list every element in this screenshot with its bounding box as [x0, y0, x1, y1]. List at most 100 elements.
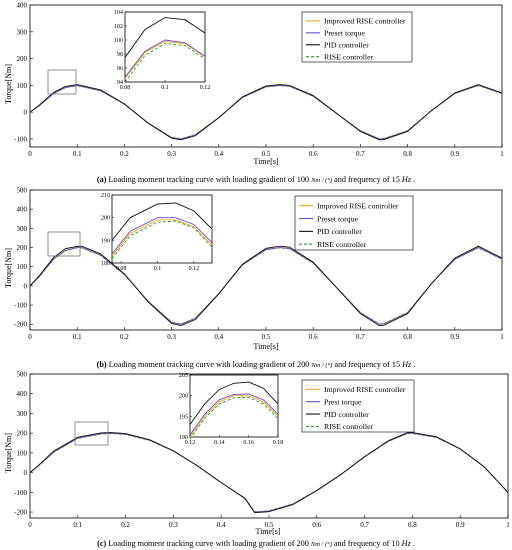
y-tick-label: 0	[24, 109, 28, 117]
inset-series-line	[124, 40, 206, 79]
y-tick-label: -100	[14, 302, 27, 310]
caption-label: (c)	[97, 539, 106, 548]
legend-label: PID controller	[324, 41, 369, 50]
x-tick-label: 0.7	[356, 150, 365, 158]
inset-frame	[124, 11, 206, 83]
inset-y-tick-label: 98	[117, 52, 123, 58]
x-tick-label: 0.9	[456, 521, 465, 529]
plot-frame	[29, 189, 503, 331]
inset-series-line	[124, 17, 206, 58]
legend-label: Prest torque	[324, 397, 362, 406]
y-tick-label: 200	[17, 244, 28, 252]
legend-label: Preset torque	[317, 214, 358, 223]
caption-end: .	[413, 539, 415, 548]
x-tick-label: 0.6	[309, 150, 318, 158]
zoom-box	[47, 231, 81, 257]
legend: Improved RISE controller Preset torque PID…	[294, 195, 414, 251]
caption-unit: Nm / (°)	[310, 177, 332, 184]
series-line	[29, 84, 503, 141]
caption-text: Loading moment tracking curve with loadi…	[109, 360, 310, 369]
inset-series-line	[189, 393, 279, 436]
series-layer	[29, 245, 503, 327]
y-tick-label: -100	[14, 135, 27, 143]
inset-x-tick-label: 0.1	[161, 85, 169, 91]
inset-y-tick-label: 190	[179, 435, 188, 441]
inset-y-tick-label: 102	[114, 24, 123, 30]
caption-b: (b) Loading moment tracking curve with l…	[97, 360, 416, 369]
y-tick-label: 100	[17, 449, 28, 457]
x-tick-label: 0.2	[121, 521, 130, 529]
inset-y-tick-label: 94	[117, 80, 123, 86]
caption-end: .	[413, 360, 415, 369]
y-tick-label: 300	[17, 410, 28, 418]
y-tick-label: 300	[17, 28, 28, 36]
x-tick-label: 0.4	[217, 521, 226, 529]
y-tick-label: -200	[14, 321, 27, 329]
legend-label: PID controller	[324, 410, 369, 419]
series-line	[29, 247, 503, 325]
inset-x-tick-label: 0.12	[185, 440, 196, 446]
x-tick-label: 0.9	[450, 150, 459, 158]
inset-series-line	[111, 219, 213, 257]
legend-label: PID controller	[317, 227, 362, 236]
x-tick-label: 0	[28, 333, 32, 341]
inset-y-tick-label: 100	[114, 38, 123, 44]
x-tick-label: 0.5	[262, 150, 271, 158]
inset-y-tick-label: 96	[117, 66, 123, 72]
x-axis-label: Time[s]	[255, 527, 280, 536]
x-tick-label: 0.5	[265, 521, 274, 529]
x-tick-label: 0.2	[120, 333, 129, 341]
inset-series-line	[189, 395, 279, 438]
y-tick-label: 200	[17, 430, 28, 438]
y-tick-label: 400	[17, 206, 28, 214]
inset-frame	[189, 374, 279, 438]
inset-x-tick-label: 0.12	[200, 85, 211, 91]
inset-plot: 0.08 0.1 0.12 94 96 98 100 102 104	[114, 10, 210, 91]
caption-freq-unit: Hz	[401, 360, 412, 369]
y-axis-label: Torque[Nm]	[4, 64, 13, 104]
y-tick-label: 0	[24, 282, 28, 290]
inset-series-line	[111, 202, 213, 241]
x-tick-label: 0.7	[360, 521, 369, 529]
y-tick-label: 500	[17, 187, 28, 195]
zoom-box	[47, 69, 77, 95]
x-tick-label: 0.8	[403, 150, 412, 158]
x-tick-label: 0.9	[450, 333, 459, 341]
y-tick-label: 300	[17, 225, 28, 233]
caption-text: Loading moment tracking curve with loadi…	[108, 539, 309, 548]
y-axis-label: Torque[Nm]	[4, 433, 13, 473]
y-tick-label: 400	[17, 390, 28, 398]
inset-plot: 0.08 0.1 0.12 180 190 200 210	[101, 193, 213, 272]
x-tick-label: 0.4	[214, 150, 223, 158]
panel-c: 0 0.1 0.2 0.3 0.4 0.5 0.6 0.7 0.8 0.9 1 -200 -100 0 10…	[4, 371, 510, 549]
x-axis-label: Time[s]	[253, 342, 278, 351]
inset-x-tick-label: 0.1	[154, 266, 162, 272]
legend-label: RISE controller	[324, 422, 374, 431]
inset-x-tick-label: 0.18	[273, 440, 284, 446]
x-tick-label: 0.3	[167, 150, 176, 158]
panel-b: 0 0.1 0.2 0.3 0.4 0.5 0.6 0.7 0.8 0.9 1 -200 -100 0 10…	[4, 187, 504, 370]
x-tick-label: 0	[28, 521, 32, 529]
inset-series-line	[189, 381, 279, 425]
inset-y-tick-label: 190	[101, 238, 110, 244]
x-tick-label: 0.8	[403, 333, 412, 341]
caption-label: (b)	[97, 360, 107, 369]
caption-unit: Nm / (°)	[310, 362, 332, 369]
x-tick-label: 0.3	[167, 333, 176, 341]
series-line	[29, 247, 503, 325]
series-line	[29, 84, 503, 140]
inset-series-line	[124, 43, 206, 83]
x-tick-label: 0.8	[408, 521, 417, 529]
y-tick-label: 0	[24, 469, 28, 477]
plot-frame	[29, 4, 503, 148]
inset-y-tick-label: 180	[101, 261, 110, 267]
x-tick-label: 0.6	[312, 521, 321, 529]
inset-x-tick-label: 0.16	[243, 440, 254, 446]
x-tick-label: 0.3	[169, 521, 178, 529]
y-tick-label: 100	[17, 263, 28, 271]
series-line	[29, 245, 503, 327]
inset-y-tick-label: 104	[114, 10, 123, 16]
x-axis-label: Time[s]	[253, 157, 278, 166]
inset-x-tick-label: 0.08	[120, 85, 131, 91]
